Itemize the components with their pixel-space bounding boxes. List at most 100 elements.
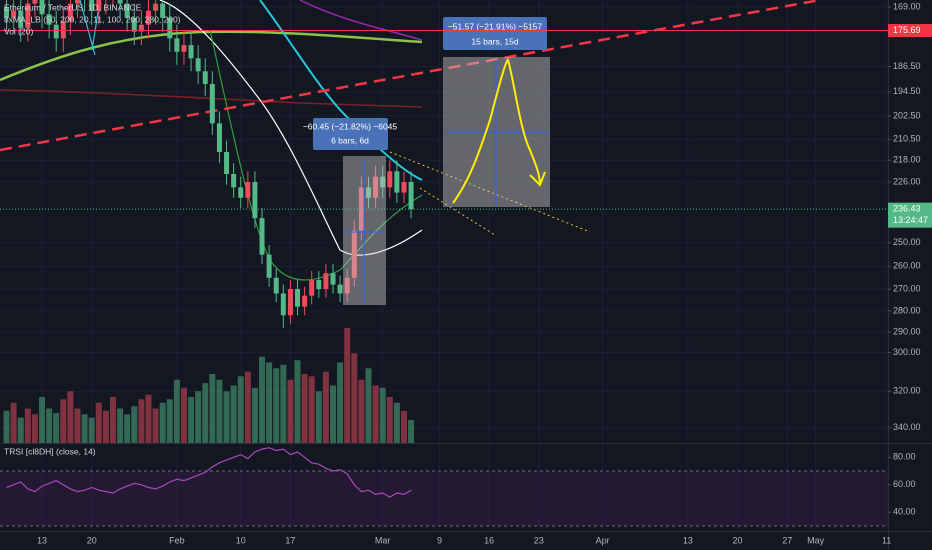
volume-bar <box>152 408 159 443</box>
candle-body <box>188 45 194 59</box>
volume-bar <box>287 379 294 443</box>
label-box <box>313 118 388 150</box>
candle-body <box>231 173 237 188</box>
y-tick-label: 210.50 <box>893 134 921 144</box>
y-tick-label: 280.00 <box>893 305 921 315</box>
candle-body <box>380 176 386 188</box>
rsi-line <box>6 447 412 498</box>
volume-bar <box>31 414 38 443</box>
x-tick-label: 20 <box>733 535 743 545</box>
candle-body <box>224 152 230 174</box>
volume-bar <box>251 387 258 443</box>
volume-bar <box>159 402 166 443</box>
x-tick-label: 16 <box>484 535 494 545</box>
indicator-label: Vol (20) <box>4 26 33 36</box>
candle-body <box>117 0 123 4</box>
volume-bar <box>379 387 386 443</box>
countdown: 13:24:47 <box>893 215 928 225</box>
volume-bar <box>117 408 124 443</box>
volume-bar <box>74 408 81 443</box>
candle-body <box>4 7 10 18</box>
channel-line <box>389 151 591 233</box>
hand-drawing <box>452 58 546 204</box>
candle-body <box>89 0 95 11</box>
x-tick-label: Apr <box>596 535 610 545</box>
candle-body <box>96 0 102 11</box>
candle-body <box>373 176 379 198</box>
candle-body <box>387 171 393 188</box>
measure-text: 6 bars, 6d <box>331 135 369 145</box>
measure-1 <box>343 156 386 305</box>
x-tick-label: May <box>807 535 825 545</box>
candle-body <box>252 182 258 219</box>
measure-text: 15 bars, 15d <box>471 36 519 46</box>
volume-bar <box>95 402 102 443</box>
volume-bar <box>237 376 244 443</box>
ma-line <box>209 29 423 281</box>
y-tick-label: 194.50 <box>893 86 921 96</box>
volume-bar <box>180 387 187 443</box>
candle-body <box>209 83 215 124</box>
candle-body <box>153 3 159 11</box>
rsi-tick-label: 60.00 <box>893 479 916 489</box>
volume-bar <box>3 410 10 443</box>
volume-bar <box>88 417 95 443</box>
volume-bar <box>280 364 287 443</box>
last-price-bg <box>888 202 932 228</box>
x-tick-label: 13 <box>37 535 47 545</box>
candle-body <box>358 187 364 231</box>
price-label-bg <box>888 24 932 38</box>
y-tick-label: 340.00 <box>893 422 921 432</box>
label-box <box>443 17 547 50</box>
candle-body <box>351 230 357 278</box>
candle-body <box>18 10 24 29</box>
volume-bar <box>173 379 180 443</box>
price-label: 175.69 <box>893 25 921 35</box>
x-tick-label: 20 <box>87 535 97 545</box>
volume-bar <box>365 368 372 443</box>
candle-body <box>316 280 322 290</box>
candle-body <box>131 17 137 32</box>
candle-body <box>195 58 201 72</box>
volume-bar <box>39 397 46 443</box>
volume-bar <box>67 391 74 443</box>
volume-bar <box>273 368 280 443</box>
candle-body <box>287 289 293 316</box>
rsi-band <box>0 471 888 526</box>
volume-bar <box>138 399 145 443</box>
indicator-label: TRSI [cl8DH] (close, 14) <box>4 446 96 456</box>
candle-body <box>60 21 66 39</box>
x-tick-label: 23 <box>534 535 544 545</box>
x-tick-label: Feb <box>169 535 185 545</box>
y-tick-label: 270.00 <box>893 283 921 293</box>
trend-line <box>0 0 821 152</box>
rsi-pane: 80.00 60.00 40.00 <box>0 447 916 527</box>
candle-body <box>365 187 371 198</box>
volume-bar <box>223 391 230 443</box>
volume-bar <box>102 410 109 443</box>
candle-body <box>309 280 315 296</box>
volume-layer <box>3 328 415 443</box>
candle-body <box>337 284 343 294</box>
indicator-label: 8xMA_LB (50, 200, 20, 11, 100, 200, 280,… <box>4 14 181 24</box>
volume-bar <box>259 356 266 443</box>
candle-body <box>245 182 251 198</box>
measure-text: −51.57 (−21.91%) −5157 <box>448 21 543 31</box>
x-tick-label: 13 <box>683 535 693 545</box>
candle-body <box>138 24 144 32</box>
candle-body <box>39 0 45 15</box>
volume-bar <box>10 402 17 443</box>
x-tick-label: Mar <box>375 535 391 545</box>
x-tick-label: 27 <box>782 535 792 545</box>
x-tick-label: 9 <box>437 535 442 545</box>
y-tick-label: 250.00 <box>893 237 921 247</box>
candle-body <box>238 187 244 198</box>
y-tick-label: 260.00 <box>893 261 921 271</box>
volume-bar <box>166 399 173 443</box>
candle-body <box>323 273 329 290</box>
volume-bar <box>408 420 415 443</box>
ma-line <box>259 0 423 181</box>
volume-bar <box>124 414 131 443</box>
candle-body <box>280 293 286 316</box>
